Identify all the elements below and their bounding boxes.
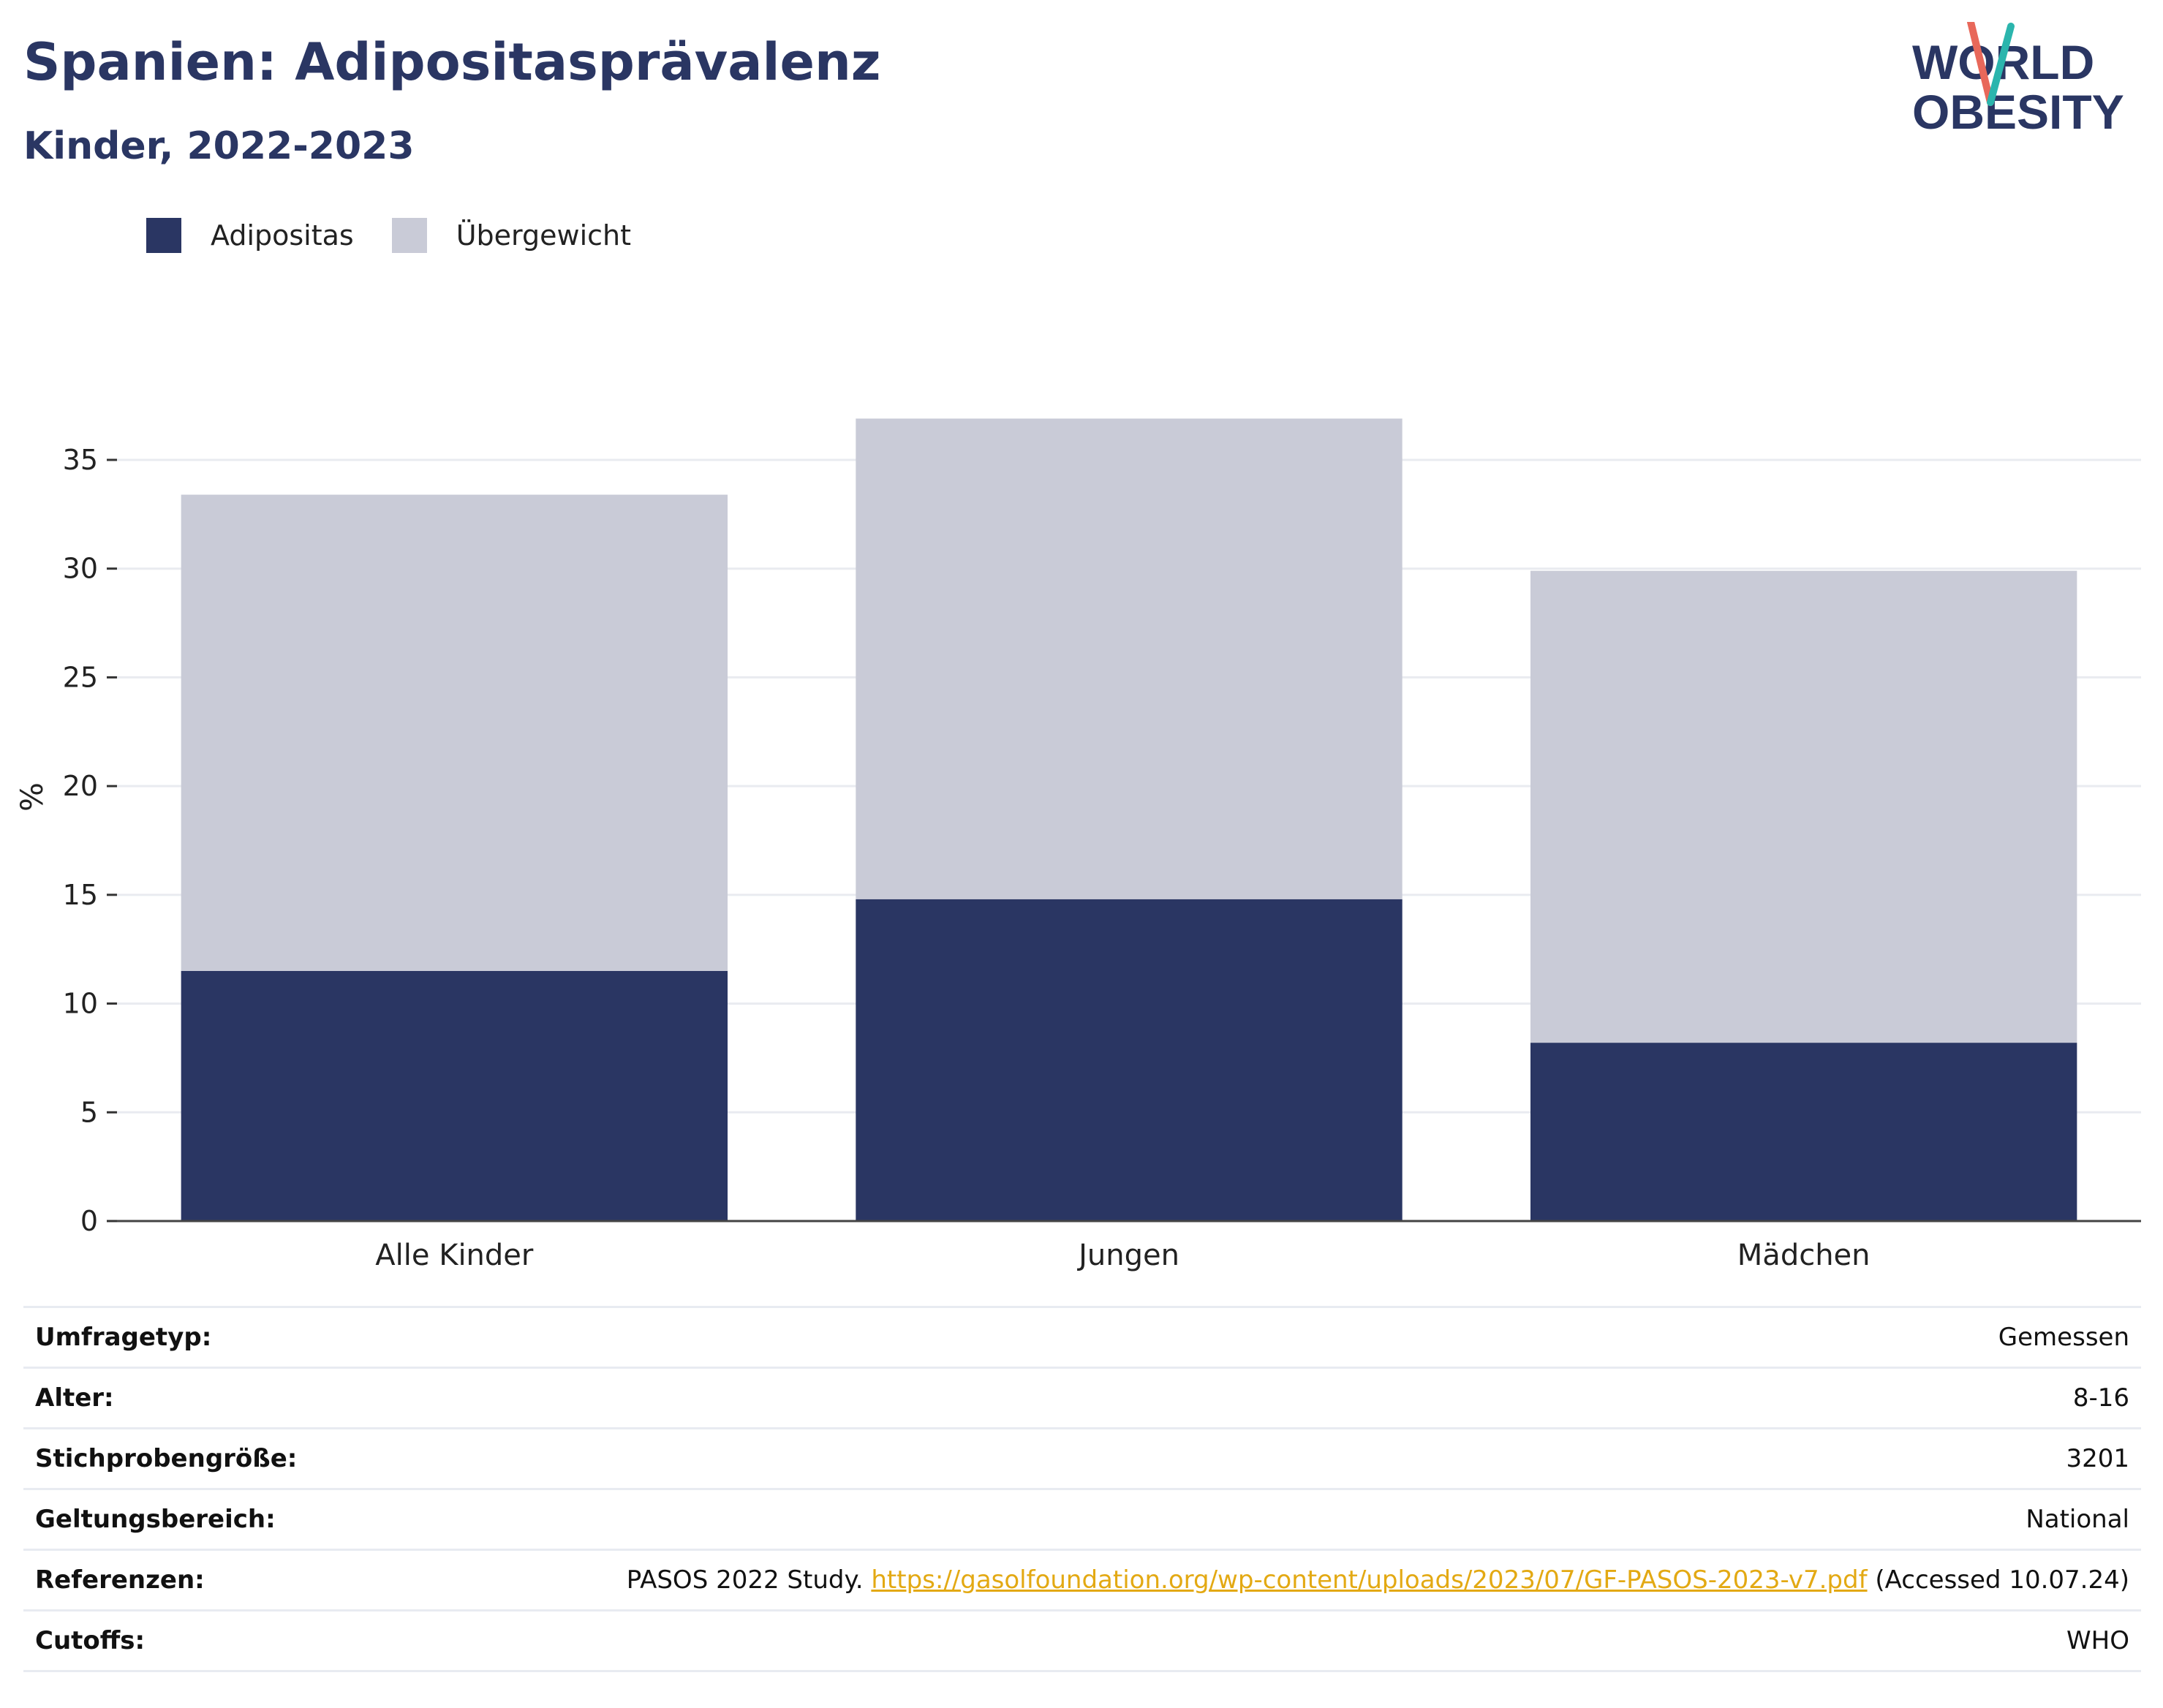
y-tick-label: 35: [63, 444, 98, 476]
legend-label: Übergewicht: [456, 219, 631, 252]
y-tick-label: 25: [63, 661, 98, 693]
bar-uebergewicht[interactable]: [181, 494, 728, 971]
y-tick-label: 0: [80, 1205, 98, 1237]
meta-row-scope: Geltungsbereich: National: [23, 1488, 2141, 1550]
meta-key: Geltungsbereich:: [23, 1488, 358, 1550]
meta-value: PASOS 2022 Study. https://gasolfoundatio…: [357, 1549, 2141, 1611]
reference-accessed: (Accessed 10.07.24): [1867, 1565, 2129, 1595]
y-tick-label: 5: [80, 1096, 98, 1128]
reference-text: PASOS 2022 Study.: [626, 1565, 872, 1595]
world-obesity-logo: WORLD OBESITY: [1912, 22, 2124, 139]
reference-link[interactable]: https://gasolfoundation.org/wp-content/u…: [871, 1565, 1868, 1595]
legend-swatch-uebergewicht: [391, 218, 427, 253]
meta-row-sample-size: Stichprobengröße: 3201: [23, 1427, 2141, 1489]
chart-legend: Adipositas Übergewicht: [146, 216, 669, 254]
y-tick-label: 20: [63, 770, 98, 802]
meta-value: 3201: [357, 1427, 2141, 1489]
meta-row-cutoffs: Cutoffs: WHO: [23, 1609, 2141, 1672]
x-tick-label: Jungen: [1076, 1239, 1179, 1272]
x-tick-label: Mädchen: [1737, 1239, 1871, 1272]
meta-value: Gemessen: [357, 1306, 2141, 1368]
legend-swatch-adipositas: [146, 218, 181, 253]
bar-uebergewicht[interactable]: [1530, 570, 2077, 1043]
chart-subtitle: Kinder, 2022-2023: [23, 124, 415, 168]
meta-row-age: Alter: 8-16: [23, 1367, 2141, 1429]
meta-row-references: Referenzen: PASOS 2022 Study. https://ga…: [23, 1549, 2141, 1611]
bar-adipositas[interactable]: [1530, 1043, 2077, 1221]
svg-text:OBESITY: OBESITY: [1912, 85, 2124, 139]
bar-adipositas[interactable]: [181, 970, 728, 1221]
bar-adipositas[interactable]: [856, 899, 1403, 1221]
meta-value: WHO: [357, 1609, 2141, 1672]
x-tick-label: Alle Kinder: [375, 1239, 534, 1272]
metadata-table: Umfragetyp: Gemessen Alter: 8-16 Stichpr…: [23, 1306, 2141, 1672]
meta-key: Umfragetyp:: [23, 1306, 358, 1368]
meta-value: National: [357, 1488, 2141, 1550]
bar-uebergewicht[interactable]: [856, 418, 1403, 899]
y-tick-label: 30: [63, 553, 98, 585]
legend-item-adipositas[interactable]: Adipositas: [146, 218, 354, 253]
meta-key: Alter:: [23, 1367, 358, 1429]
meta-key: Stichprobengröße:: [23, 1427, 358, 1489]
y-axis-label: %: [14, 782, 50, 812]
legend-item-uebergewicht[interactable]: Übergewicht: [391, 218, 631, 253]
meta-value: 8-16: [357, 1367, 2141, 1429]
meta-key: Cutoffs:: [23, 1609, 358, 1672]
meta-key: Referenzen:: [23, 1549, 358, 1611]
chart-title: Spanien: Adipositasprävalenz: [23, 32, 881, 92]
y-tick-label: 15: [63, 879, 98, 911]
legend-label: Adipositas: [211, 219, 354, 252]
meta-row-survey-type: Umfragetyp: Gemessen: [23, 1306, 2141, 1368]
y-tick-label: 10: [63, 988, 98, 1020]
stacked-bar-chart: 0 5 10 15 20 25 30 35% Alle Kinder Jungen Mädchen: [14, 418, 2141, 1272]
